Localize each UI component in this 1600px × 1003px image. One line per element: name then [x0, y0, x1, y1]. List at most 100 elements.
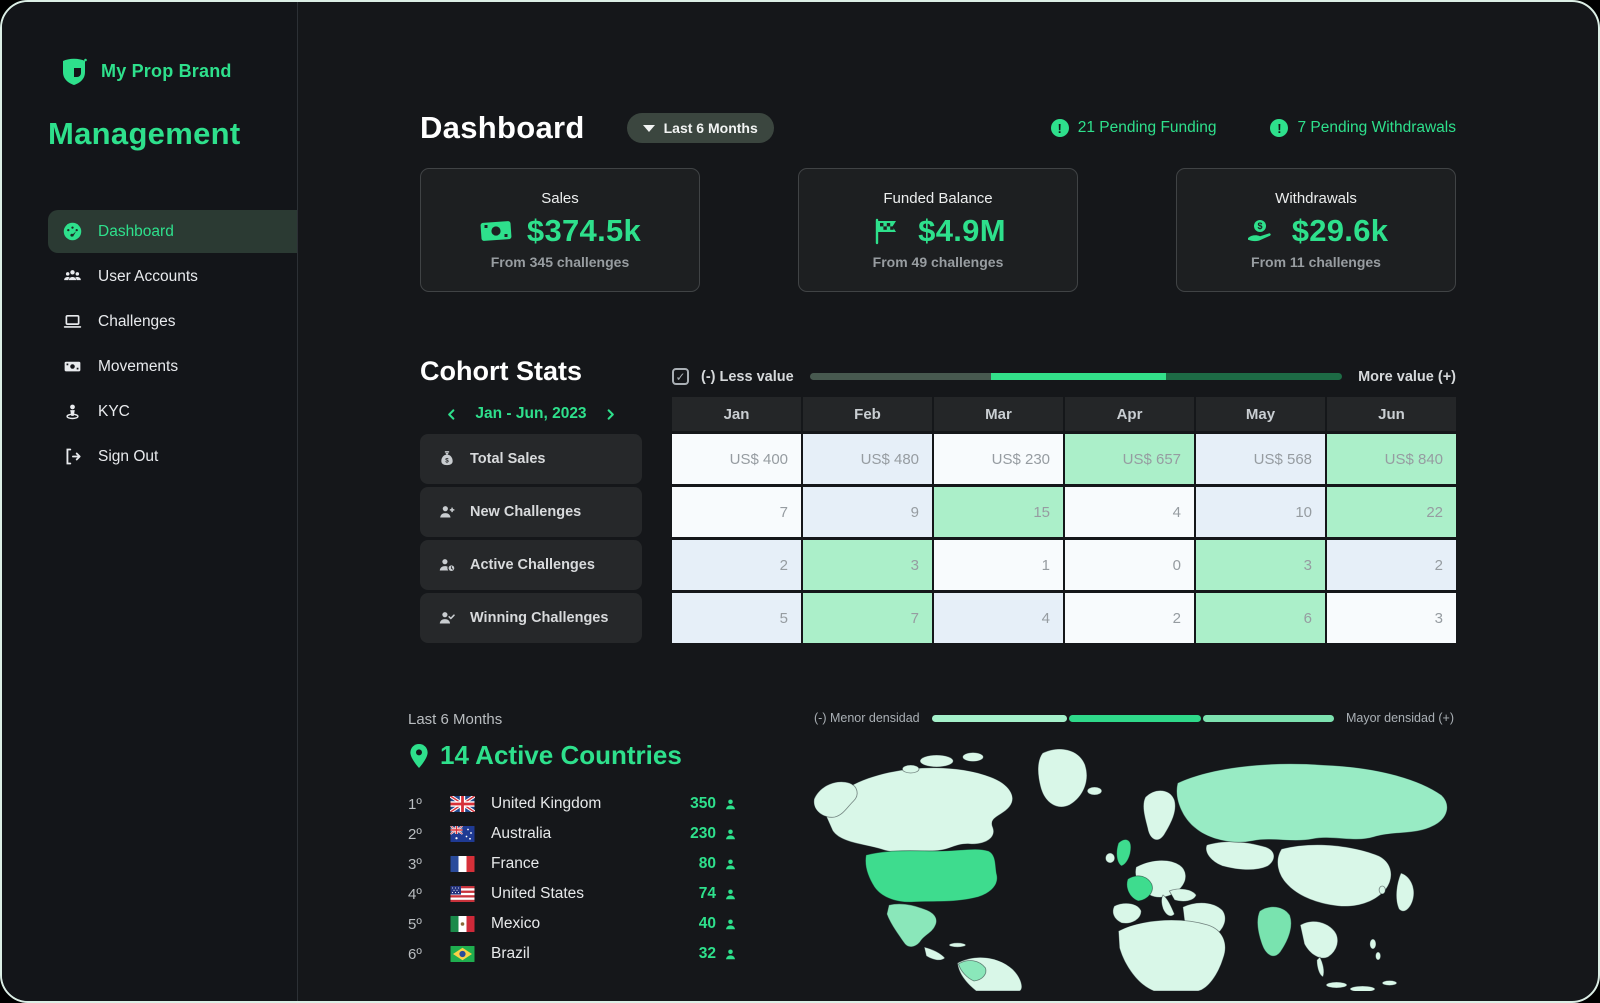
alert-circle-icon: !	[1050, 119, 1069, 137]
country-rank: 6º	[408, 945, 422, 963]
flag-mexico	[450, 916, 475, 932]
pending-withdrawals-alert[interactable]: ! 7 Pending Withdrawals	[1270, 119, 1456, 137]
person-plus-icon	[437, 502, 457, 522]
country-count: 350	[690, 795, 716, 812]
heatmap-cell[interactable]: 9	[803, 487, 932, 537]
country-count: 230	[690, 825, 716, 842]
heatmap-cell[interactable]: US$ 400	[672, 434, 801, 484]
country-rank: 3º	[408, 855, 422, 873]
flag-united-kingdom	[450, 796, 475, 812]
heatmap-cell[interactable]: 5	[672, 593, 801, 643]
heatmap-cell[interactable]: US$ 230	[934, 434, 1063, 484]
country-row[interactable]: 5º Mexico 40	[408, 909, 738, 939]
heatmap-cell[interactable]: 15	[934, 487, 1063, 537]
race-flag-icon	[870, 216, 904, 246]
heatmap-cell[interactable]: US$ 480	[803, 434, 932, 484]
country-row[interactable]: 2º Australia 230	[408, 819, 738, 849]
cohort-period-label: Jan - Jun, 2023	[475, 405, 587, 422]
sidebar-item-kyc[interactable]: KYC	[48, 390, 297, 433]
heatmap-cell[interactable]: US$ 840	[1327, 434, 1456, 484]
heatmap-cell[interactable]: 2	[672, 540, 801, 590]
period-selector[interactable]: Last 6 Months	[626, 113, 774, 143]
sidebar-item-user-accounts[interactable]: User Accounts	[48, 255, 297, 298]
metric-label: Active Challenges	[470, 557, 595, 573]
heatmap-cell[interactable]: 4	[1065, 487, 1194, 537]
country-rank: 5º	[408, 915, 422, 933]
heatmap-cell[interactable]: 6	[1196, 593, 1325, 643]
country-name: Mexico	[491, 915, 541, 932]
heatmap-cell[interactable]: 22	[1327, 487, 1456, 537]
sidebar-item-sign-out[interactable]: Sign Out	[48, 435, 297, 478]
heatmap-cell[interactable]: 2	[1065, 593, 1194, 643]
heatmap-cell[interactable]: 1	[934, 540, 1063, 590]
hand-money-icon: $	[1244, 216, 1278, 246]
person-icon	[723, 887, 738, 902]
country-name: United Kingdom	[491, 795, 602, 812]
heatmap-cell[interactable]: 4	[934, 593, 1063, 643]
month-header: May	[1196, 397, 1325, 431]
sidebar-item-label: Movements	[98, 357, 179, 375]
country-count: 80	[698, 855, 716, 872]
sales-card: Sales $374.5k From 345 challenges	[420, 168, 700, 292]
metric-total-sales[interactable]: $ Total Sales	[420, 434, 642, 484]
sidebar-item-movements[interactable]: Movements	[48, 345, 297, 388]
sidebar: My Prop Brand Management Dashboard User …	[2, 2, 298, 1001]
heatmap-cell[interactable]: 7	[672, 487, 801, 537]
metric-new-challenges[interactable]: New Challenges	[420, 487, 642, 537]
stat-cards: Sales $374.5k From 345 challenges Funded…	[420, 168, 1456, 292]
map-density-legend: (-) Menor densidad Mayor densidad (+)	[812, 711, 1456, 725]
checkbox-icon[interactable]: ✓	[672, 368, 689, 385]
metric-label: New Challenges	[470, 504, 582, 520]
value-gradient-bar	[809, 373, 1343, 380]
world-choropleth-map[interactable]	[812, 739, 1456, 993]
shield-logo-icon	[59, 56, 89, 86]
chevron-right-icon[interactable]	[605, 408, 616, 420]
person-id-icon	[62, 401, 83, 422]
heatmap-cell[interactable]: 10	[1196, 487, 1325, 537]
card-subtext: From 49 challenges	[872, 254, 1004, 270]
card-value: $4.9M	[918, 213, 1006, 248]
sidebar-item-label: Dashboard	[98, 222, 174, 240]
person-icon	[723, 947, 738, 962]
heatmap-cell[interactable]: 0	[1065, 540, 1194, 590]
metric-active-challenges[interactable]: Active Challenges	[420, 540, 642, 590]
country-name: Brazil	[491, 945, 530, 962]
person-icon	[723, 857, 738, 872]
sidebar-item-label: Challenges	[98, 312, 176, 330]
country-count: 32	[698, 945, 716, 962]
flag-france	[450, 856, 475, 872]
month-header: Jun	[1327, 397, 1456, 431]
active-countries-panel: Last 6 Months 14 Active Countries 1º Uni…	[408, 711, 738, 996]
country-name: France	[491, 855, 540, 872]
heatmap-cell[interactable]: US$ 568	[1196, 434, 1325, 484]
chevron-left-icon[interactable]	[446, 408, 457, 420]
heatmap-cell[interactable]: US$ 657	[1065, 434, 1194, 484]
brand-name: My Prop Brand	[101, 60, 232, 81]
heatmap-cell[interactable]: 3	[803, 540, 932, 590]
flag-brazil	[450, 946, 475, 962]
gauge-icon	[62, 221, 83, 242]
flag-australia	[450, 826, 475, 842]
cohort-heatmap-table: Jan Feb Mar Apr May Jun US$ 400 US$ 480 …	[672, 397, 1456, 643]
metric-winning-challenges[interactable]: Winning Challenges	[420, 593, 642, 643]
country-row[interactable]: 3º France 80	[408, 849, 738, 879]
country-row[interactable]: 1º United Kingdom 350	[408, 789, 738, 819]
sign-out-icon	[62, 446, 83, 467]
card-subtext: From 345 challenges	[490, 254, 630, 270]
heatmap-cell[interactable]: 2	[1327, 540, 1456, 590]
sidebar-item-label: Sign Out	[98, 447, 159, 465]
heatmap-cell[interactable]: 3	[1196, 540, 1325, 590]
period-selector-label: Last 6 Months	[663, 120, 758, 136]
sidebar-item-challenges[interactable]: Challenges	[48, 300, 297, 343]
banknote-icon	[62, 356, 83, 377]
country-row[interactable]: 4º United States 74	[408, 879, 738, 909]
country-row[interactable]: 6º Brazil 32	[408, 939, 738, 969]
sidebar-item-dashboard[interactable]: Dashboard	[48, 210, 297, 253]
flag-united-states	[450, 886, 475, 902]
pending-funding-alert[interactable]: ! 21 Pending Funding	[1050, 119, 1216, 137]
page-title: Dashboard	[420, 110, 585, 145]
country-count: 40	[698, 915, 716, 932]
funded-balance-card: Funded Balance $4.9M From 49 challenges	[798, 168, 1078, 292]
heatmap-cell[interactable]: 3	[1327, 593, 1456, 643]
heatmap-cell[interactable]: 7	[803, 593, 932, 643]
